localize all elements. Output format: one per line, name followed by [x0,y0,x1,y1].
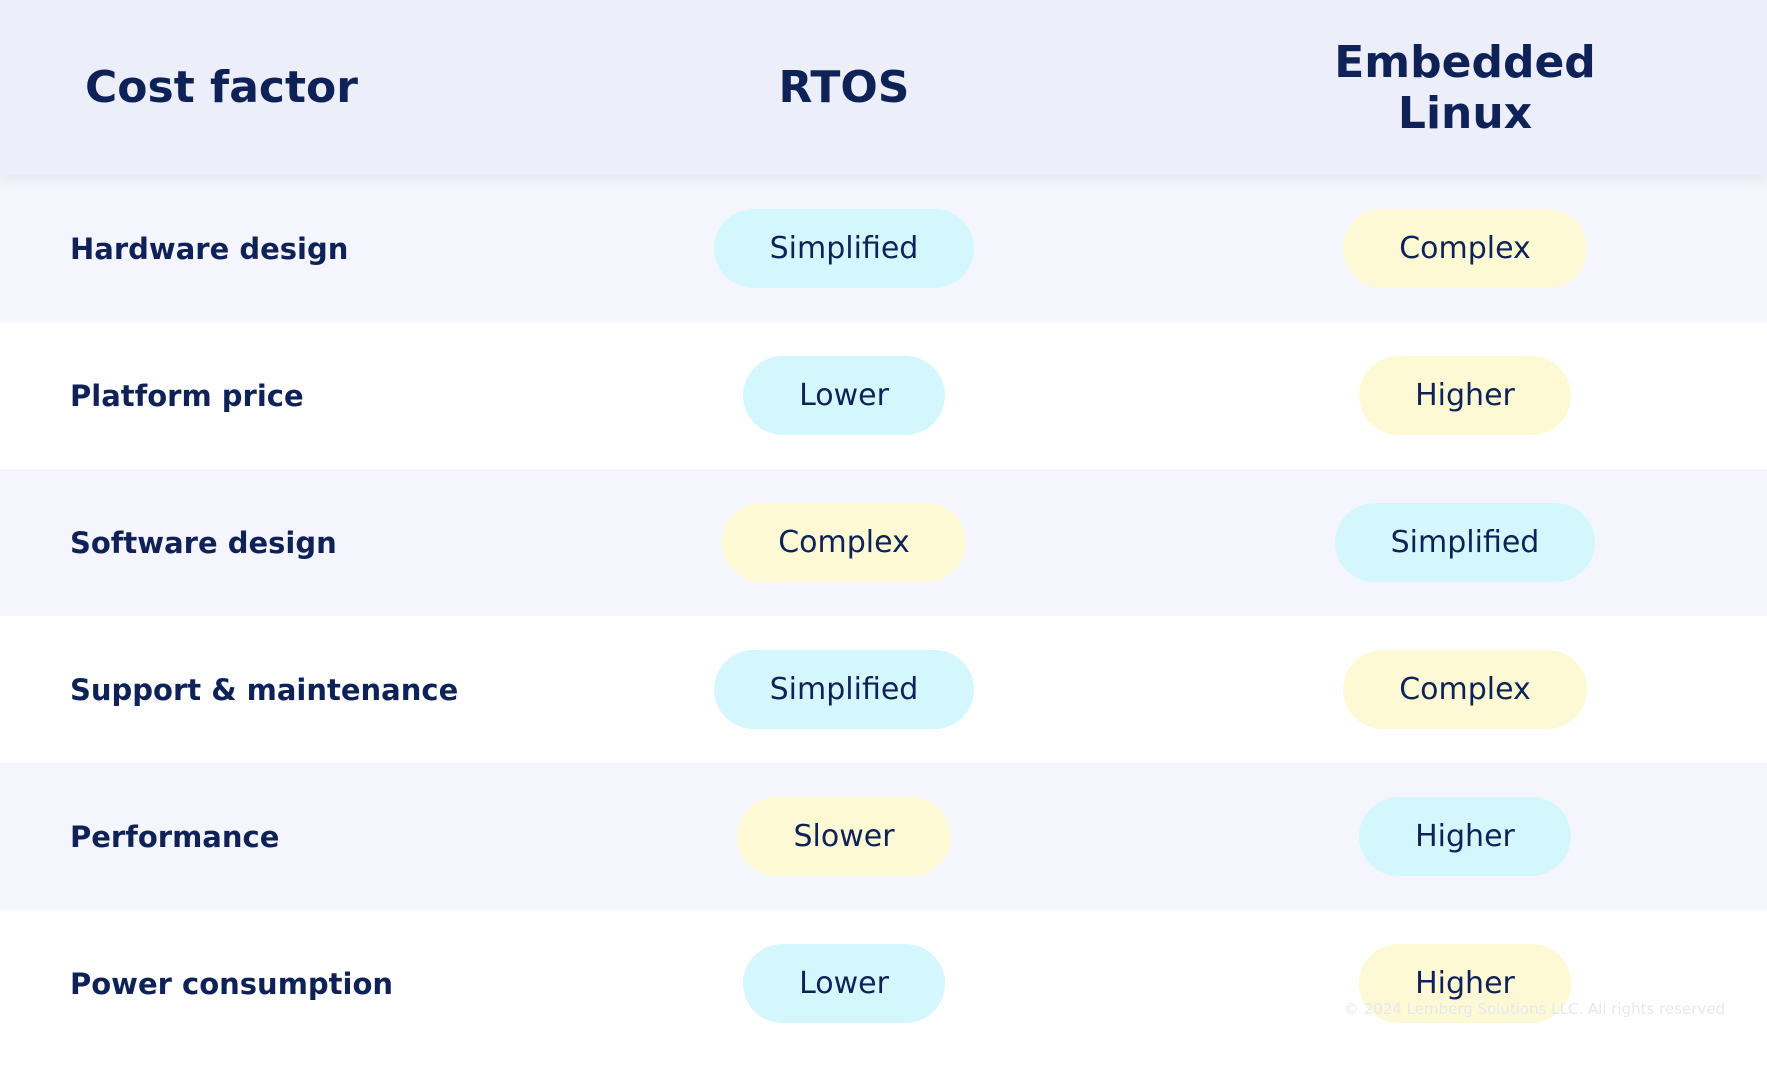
row-label-cell: Power consumption [0,967,620,1001]
value-pill: Lower [743,356,945,435]
row-label: Performance [70,819,280,854]
value-cell: Simplified [620,650,1068,729]
value-pill: Slower [737,797,951,876]
copyright: © 2024 Lemberg Solutions LLC. All rights… [1343,1000,1725,1018]
value-cell: Simplified [620,209,1068,288]
value-cell: Simplified [1268,503,1662,582]
row-label-cell: Platform price [0,379,620,413]
table-row: Support & maintenance Simplified Complex [0,616,1767,763]
row-label-cell: Performance [0,820,620,854]
value-cell: Slower [620,797,1068,876]
value-cell: Higher [1268,356,1662,435]
value-pill: Higher [1359,944,1571,1023]
table-row: Software design Complex Simplified [0,469,1767,616]
row-label: Hardware design [70,231,349,266]
row-label: Software design [70,525,337,560]
value-cell: Lower [620,944,1068,1023]
column-header: Embedded Linux [1334,36,1596,139]
row-label-cell: Support & maintenance [0,673,620,707]
value-pill: Complex [1343,209,1587,288]
value-cell: Lower [620,356,1068,435]
table-header: Cost factor RTOS Embedded Linux [0,0,1767,175]
row-label: Platform price [70,378,304,413]
value-pill: Higher [1359,356,1571,435]
table-row: Performance Slower Higher [0,763,1767,910]
value-cell: Higher [1268,944,1662,1023]
column-header: RTOS [778,62,910,113]
row-label: Power consumption [70,966,394,1001]
value-pill: Simplified [1334,503,1596,582]
table-row: Platform price Lower Higher [0,322,1767,469]
value-pill: Simplified [713,209,975,288]
value-cell: Complex [1268,209,1662,288]
value-cell: Complex [620,503,1068,582]
table-row: Hardware design Simplified Complex [0,175,1767,322]
row-label-cell: Software design [0,526,620,560]
value-cell: Higher [1268,797,1662,876]
value-cell: Complex [1268,650,1662,729]
table-row: Power consumption Lower Higher [0,910,1767,1080]
value-pill: Simplified [713,650,975,729]
row-label-cell: Hardware design [0,232,620,266]
row-label: Support & maintenance [70,672,459,707]
value-pill: Complex [722,503,966,582]
column-header: Cost factor [85,62,358,113]
value-pill: Lower [743,944,945,1023]
value-pill: Higher [1359,797,1571,876]
value-pill: Complex [1343,650,1587,729]
